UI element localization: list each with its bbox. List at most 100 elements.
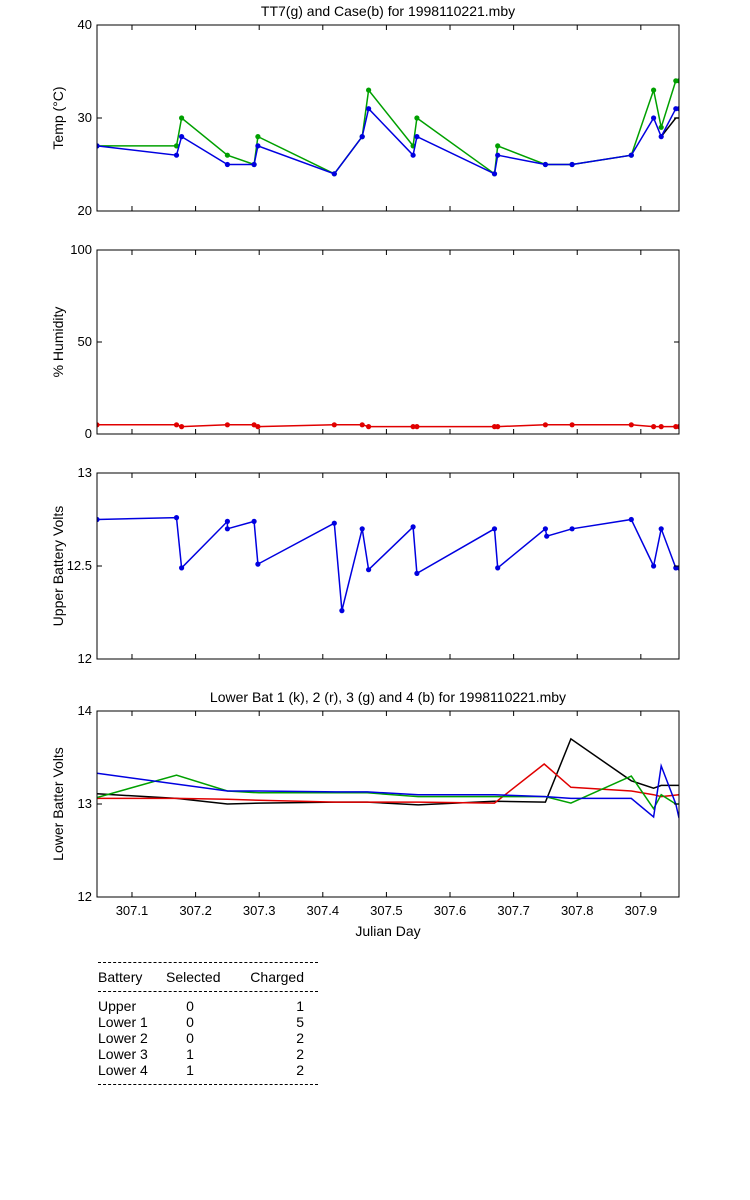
data-point [628,422,634,428]
chart-panel-1: 20 30 40 TT7(g) and Case(b) for 1998110221.… [50,3,680,218]
series-line [97,424,679,428]
chart-panel-3: 12 12.5 13 Upper Battery Volts [50,465,680,666]
data-point [569,526,575,532]
y-tick-label: 40 [78,17,92,32]
data-point [651,87,657,93]
data-point [179,424,185,430]
data-point [495,424,501,430]
data-point [495,143,501,149]
series-group [97,515,679,614]
data-point [97,422,100,428]
data-point [179,565,185,571]
data-point [542,526,549,532]
y-tick-label: 12.5 [67,558,92,573]
data-point [366,87,372,93]
data-point [224,518,230,525]
data-point [359,526,365,532]
series-group [97,737,679,819]
data-point [676,565,679,571]
row-selected: 0 [186,1030,194,1046]
data-point [410,524,416,530]
data-point [414,115,420,121]
series-line [97,762,679,819]
row-charged: 2 [296,1030,304,1046]
chart-panel-4: 307.1 307.2 307.3 307.4 307.5 307.6 307.7 307.8… [50,689,680,939]
series-line [97,107,679,175]
data-point [251,161,257,168]
data-point [173,152,180,158]
data-point [544,533,550,539]
chart-title: Lower Bat 1 (k), 2 (r), 3 (g) and 4 (b) … [210,689,566,705]
series-group [97,78,679,177]
data-point [366,106,372,112]
data-point [224,152,230,158]
data-point [651,424,657,430]
data-point [173,515,180,521]
data-point [255,134,261,140]
table-header-row: Battery Selected Charged [98,963,318,991]
data-point [97,143,100,149]
series-line [97,80,679,176]
x-tick-label: 307.9 [625,903,658,918]
y-axis-label: Upper Battery Volts [50,506,66,627]
header-charged: Charged [250,969,304,985]
data-point [658,424,664,430]
row-charged: 5 [296,1014,304,1030]
data-point [676,106,679,112]
data-point [676,424,679,430]
data-point [224,161,230,168]
data-point [179,134,185,140]
data-point [366,567,372,573]
data-point [495,565,501,571]
plot-frame [96,249,680,435]
data-point [542,422,549,428]
chart-panel-2: 0 50 100 % Humidity [50,242,680,441]
data-point [628,516,634,523]
data-point [331,520,337,526]
x-tick-label: 307.5 [370,903,403,918]
y-tick-label: 50 [78,334,92,349]
data-point [224,526,230,532]
row-charged: 2 [296,1062,304,1078]
data-point [569,161,575,168]
row-battery: Lower 2 [98,1030,148,1046]
data-point [658,124,664,130]
y-tick-label: 12 [78,889,92,904]
row-charged: 2 [296,1046,304,1062]
data-point [658,134,664,140]
y-tick-label: 14 [78,703,92,718]
x-tick-label: 307.4 [307,903,340,918]
data-point [658,526,664,532]
battery-table: Battery Selected Charged Upper 0 1 Lower… [98,962,318,1085]
data-point [628,152,634,158]
series-group [97,422,679,430]
data-point [410,152,416,158]
series-line [97,763,679,804]
data-point [676,78,679,84]
y-tick-label: 20 [78,203,92,218]
row-selected: 1 [186,1062,194,1078]
table-bottom-rule [98,1084,318,1085]
y-axis-label: Temp (°C) [50,86,66,149]
y-tick-label: 13 [78,465,92,480]
data-point [255,143,261,149]
data-point [331,171,337,177]
x-tick-label: 307.2 [179,903,212,918]
row-selected: 0 [186,1014,194,1030]
y-tick-label: 100 [70,242,92,257]
table-row: Lower 3 1 2 [98,1046,318,1062]
y-tick-label: 30 [78,110,92,125]
table-header-rule [98,991,318,992]
header-selected: Selected [166,969,221,985]
data-point [495,152,501,158]
data-point [491,171,498,177]
data-point [414,424,420,430]
data-point [339,608,345,614]
charts-canvas: 20 30 40 TT7(g) and Case(b) for 1998110221.… [50,3,680,939]
data-point [414,570,420,577]
data-point [366,424,372,430]
series-line [97,516,679,611]
y-axis-label: % Humidity [50,307,66,378]
data-point [255,561,261,567]
table-row: Lower 4 1 2 [98,1062,318,1078]
